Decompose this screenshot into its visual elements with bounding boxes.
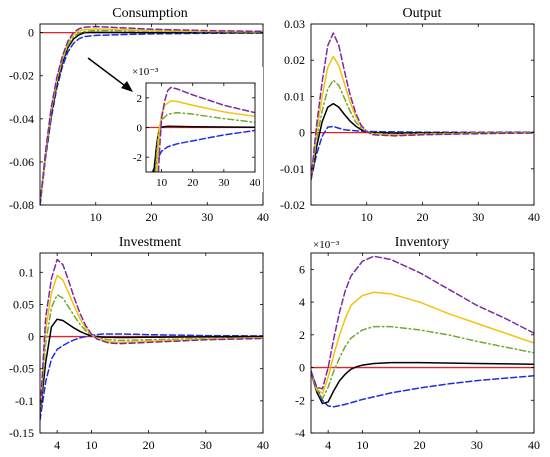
inventory-ytick-label: 2: [299, 328, 305, 342]
consumption-ytick-label: -0.02: [9, 69, 34, 83]
consumption-inset-ytick-label: 0: [137, 123, 143, 135]
consumption-blue-line: [40, 32, 263, 205]
investment-series: [40, 258, 263, 421]
consumption-xtick-label: 10: [90, 210, 102, 224]
inventory-xtick-label: 4: [325, 438, 331, 452]
investment-axes-box: [39, 252, 264, 434]
consumption-inset-ytick-label: -2: [133, 152, 142, 164]
investment-green-line: [40, 294, 263, 415]
consumption-inset-xtick-label: 30: [218, 177, 230, 189]
investment-title: Investment: [119, 235, 181, 250]
inventory-series: [311, 255, 534, 408]
consumption-ytick-label: -0.04: [9, 112, 34, 126]
investment-ytick-label: 0.05: [13, 297, 34, 311]
consumption-inset-xtick-label: 10: [156, 177, 168, 189]
inventory-black-line: [311, 361, 534, 405]
investment-black-line: [40, 318, 263, 415]
inventory-ytick-label: 6: [299, 262, 305, 276]
consumption-inset-backdrop: [124, 67, 263, 192]
investment-ytick-label: 0.1: [19, 265, 34, 279]
investment-xtick-label: 10: [85, 438, 97, 452]
consumption-ytick-label: -0.06: [9, 155, 34, 169]
inventory-title: Inventory: [395, 235, 449, 250]
inventory-ytick-label: -2: [295, 393, 305, 407]
output-ytick-label: 0.01: [284, 89, 305, 103]
output-xtick-label: 40: [528, 210, 540, 224]
investment-xtick-label: 4: [54, 438, 60, 452]
consumption-xtick-label: 30: [201, 210, 213, 224]
output-ytick-label: 0: [299, 126, 305, 140]
investment-yellow-line: [40, 274, 263, 415]
output-black-line: [311, 102, 534, 181]
output-ytick-label: 0.03: [284, 17, 305, 31]
consumption-ytick-label: 0: [28, 26, 34, 40]
output-xtick-label: 20: [417, 210, 429, 224]
consumption-series: [40, 25, 263, 205]
consumption-purple-line: [40, 25, 263, 205]
consumption-inset-xtick-label: 40: [250, 177, 262, 189]
output-xtick-label: 10: [361, 210, 373, 224]
inventory-ytick-label: 0: [299, 361, 305, 375]
investment-xtick-label: 20: [143, 438, 155, 452]
investment-purple-line: [40, 258, 263, 415]
investment-ytick-label: -0.05: [9, 362, 34, 376]
output-xtick-label: 30: [472, 210, 484, 224]
output-ytick-label: -0.01: [280, 162, 305, 176]
inventory-xtick-label: 20: [414, 438, 426, 452]
consumption-inset-green-line: [154, 111, 255, 172]
inventory-yellow-line: [311, 291, 534, 395]
output-ytick-label: 0.02: [284, 53, 305, 67]
investment-ytick-label: 0: [28, 330, 34, 344]
consumption-inset-yellow-line: [156, 100, 255, 172]
output-yellow-line: [311, 55, 534, 181]
output-title: Output: [403, 6, 442, 21]
inset-arrow: [87, 57, 133, 92]
investment-blue-line: [40, 333, 263, 421]
investment-xtick-label: 40: [257, 438, 269, 452]
output-blue-line: [311, 125, 534, 181]
output-ytick-label: -0.02: [280, 198, 305, 212]
inventory-xtick-label: 40: [528, 438, 540, 452]
consumption-xtick-label: 40: [257, 210, 269, 224]
consumption-xtick-label: 20: [146, 210, 158, 224]
consumption-inset-series: [146, 86, 255, 172]
inventory-xtick-label: 30: [471, 438, 483, 452]
output-series: [311, 32, 534, 181]
output-purple-line: [311, 32, 534, 181]
inventory-green-line: [311, 325, 534, 400]
inventory-purple-line: [311, 255, 534, 390]
investment-ytick-label: -0.15: [9, 426, 34, 440]
inventory-axes-box: [310, 252, 535, 434]
consumption-title: Consumption: [112, 6, 187, 21]
consumption-ytick-label: -0.08: [9, 198, 34, 212]
inventory-ytick-label: 4: [299, 295, 305, 309]
inventory-blue-line: [311, 370, 534, 408]
output-panel: Output 0.03 0.02 0.01 0 -0.01 -0.02 10 20 30 40: [280, 6, 540, 224]
consumption-inset-ytick-label: 2: [137, 93, 143, 105]
consumption-inset: 20-210 20 30 40×10⁻³: [124, 66, 263, 192]
investment-ytick-label: -0.1: [15, 394, 34, 408]
investment-panel: Investment 0.1 0.05 0 -0.05 -0.1 -0.15 4 10 20 30…: [9, 235, 269, 452]
inventory-xtick-label: 10: [356, 438, 368, 452]
investment-xtick-label: 30: [200, 438, 212, 452]
inventory-ytick-label: -4: [295, 426, 305, 440]
consumption-inset-xtick-label: 20: [187, 177, 199, 189]
consumption-inset-exponent-label: ×10⁻³: [132, 66, 159, 78]
consumption-inset-purple-line: [157, 86, 255, 172]
inventory-exponent-label: ×10⁻³: [313, 239, 340, 251]
